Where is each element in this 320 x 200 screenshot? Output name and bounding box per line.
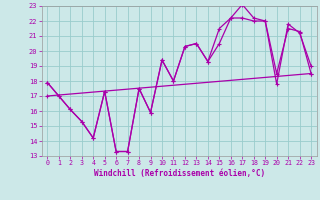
X-axis label: Windchill (Refroidissement éolien,°C): Windchill (Refroidissement éolien,°C) <box>94 169 265 178</box>
